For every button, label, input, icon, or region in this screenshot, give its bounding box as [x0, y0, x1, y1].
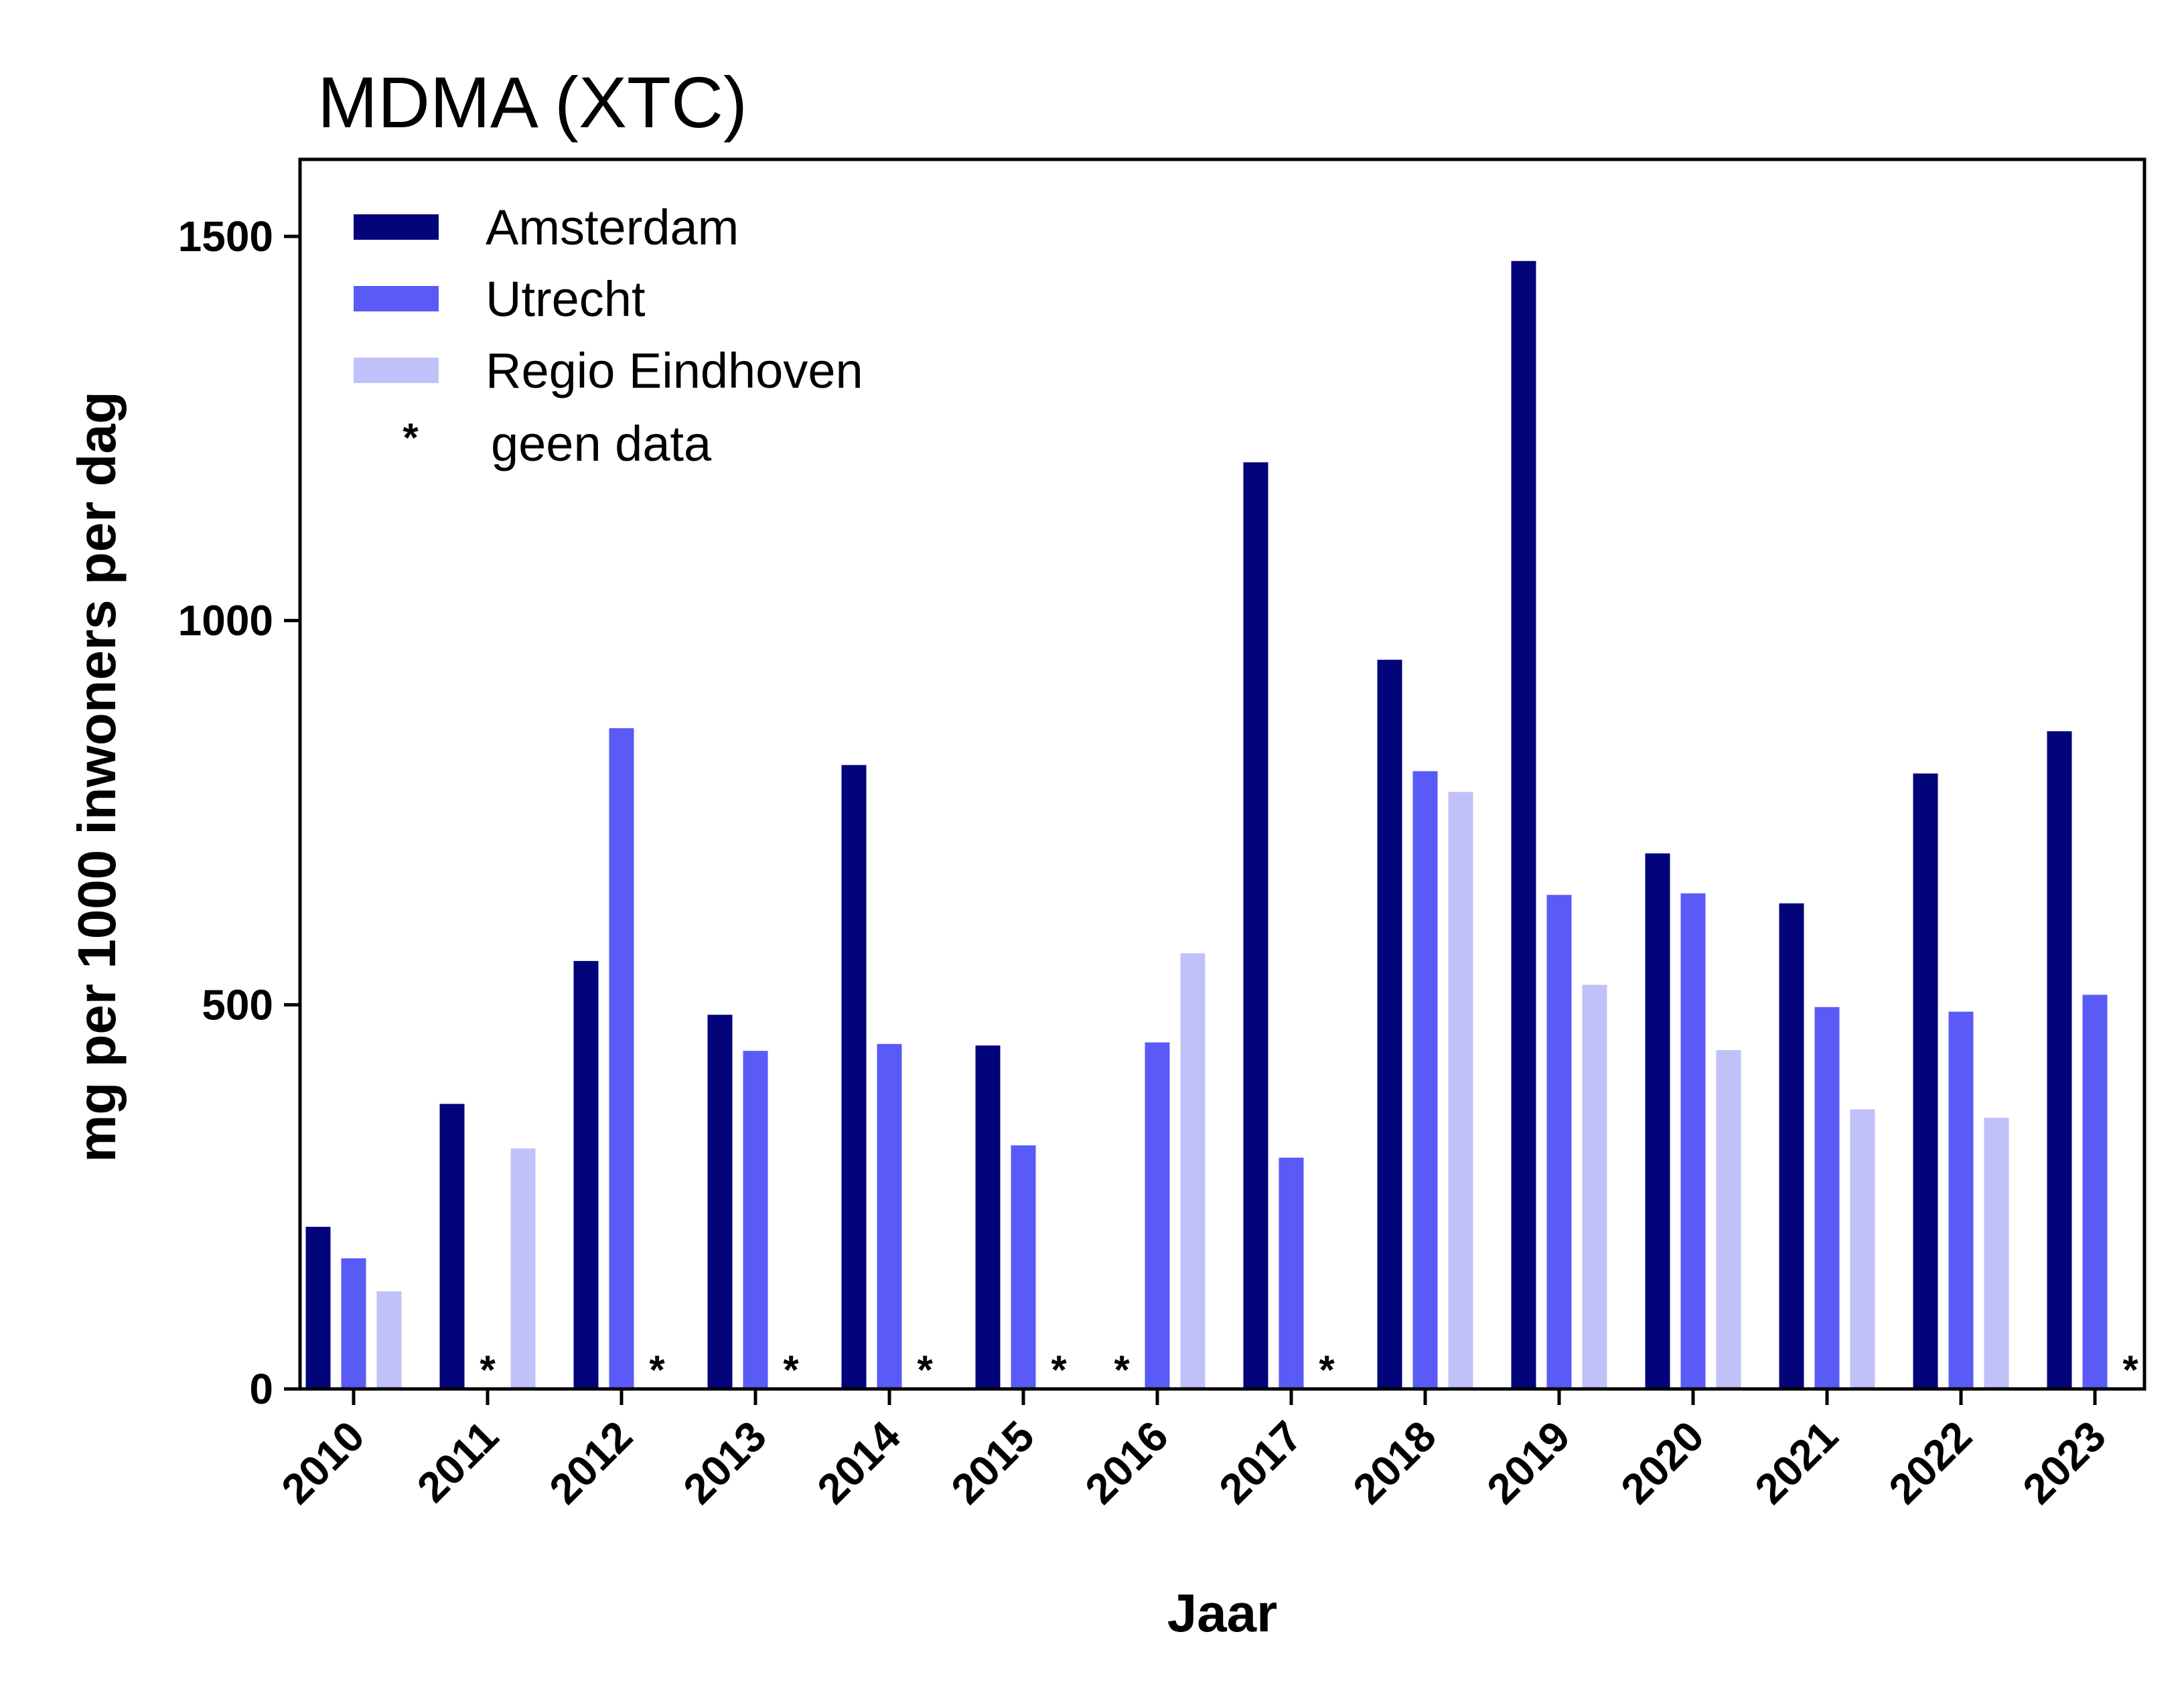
bar-amsterdam: [975, 1045, 1001, 1389]
x-tick-label: 2017: [1210, 1412, 1311, 1514]
x-tick-label: 2011: [408, 1412, 508, 1512]
bar-regio-eindhoven: [510, 1148, 536, 1389]
bar-amsterdam: [573, 960, 599, 1389]
bar-utrecht: [341, 1258, 366, 1389]
bar-utrecht: [1145, 1042, 1170, 1389]
bar-utrecht: [1011, 1145, 1036, 1389]
bar-utrecht: [1279, 1157, 1304, 1389]
bar-regio-eindhoven: [1582, 984, 1607, 1389]
y-tick-label: 1000: [178, 597, 273, 645]
bar-utrecht: [1546, 895, 1572, 1389]
no-data-marker: *: [480, 1347, 496, 1392]
bar-amsterdam: [1645, 853, 1670, 1389]
bar-regio-eindhoven: [1984, 1117, 2009, 1389]
bar-utrecht: [743, 1051, 768, 1389]
bar-amsterdam: [707, 1015, 733, 1389]
bar-amsterdam: [1377, 660, 1402, 1389]
no-data-marker: *: [649, 1347, 665, 1392]
x-tick-label: 2014: [808, 1412, 909, 1514]
bar-amsterdam: [841, 765, 867, 1389]
no-data-marker: *: [783, 1347, 799, 1392]
bars: [305, 261, 2108, 1390]
bar-utrecht: [1814, 1007, 1840, 1389]
bar-utrecht: [2082, 994, 2108, 1389]
y-axis-label: mg per 1000 inwoners per dag: [67, 391, 127, 1162]
x-tick-label: 2012: [540, 1412, 642, 1514]
legend-label: Regio Eindhoven: [486, 343, 863, 398]
legend-swatch: [354, 214, 439, 240]
y-axis: 0 500 1000 1500: [178, 159, 302, 1413]
x-tick-label: 2010: [272, 1412, 374, 1514]
bar-amsterdam: [305, 1226, 331, 1389]
legend-no-data-symbol: *: [403, 415, 419, 460]
bar-amsterdam: [439, 1104, 465, 1389]
legend: Amsterdam Utrecht Regio Eindhoven * geen dat…: [354, 200, 863, 471]
bar-amsterdam: [1779, 903, 1804, 1389]
legend-no-data-label: geen data: [491, 416, 712, 471]
no-data-marker: *: [1114, 1347, 1130, 1392]
y-tick-label: 1500: [178, 212, 273, 261]
x-axis-label: Jaar: [1167, 1583, 1278, 1643]
bar-utrecht: [1680, 893, 1706, 1389]
x-axis: 2010 2011 2012 2013 2014 2015 2016 2017 2018 2019…: [272, 1387, 2144, 1514]
no-data-marker: *: [2122, 1347, 2138, 1392]
bar-utrecht: [877, 1043, 902, 1389]
x-tick-label: 2015: [942, 1412, 1043, 1514]
bar-amsterdam: [2047, 731, 2072, 1389]
x-tick-label: 2021: [1745, 1412, 1847, 1514]
x-tick-label: 2018: [1343, 1412, 1445, 1514]
no-data-marker: *: [1051, 1347, 1067, 1392]
legend-label: Utrecht: [486, 271, 646, 327]
bar-amsterdam: [1913, 773, 1938, 1389]
bar-regio-eindhoven: [376, 1291, 402, 1389]
bar-regio-eindhoven: [1850, 1109, 1875, 1389]
legend-swatch: [354, 358, 439, 383]
x-tick-label: 2013: [674, 1412, 776, 1514]
x-tick-label: 2020: [1611, 1412, 1713, 1514]
no-data-marker: *: [1319, 1347, 1335, 1392]
legend-swatch: [354, 286, 439, 311]
no-data-marker: *: [917, 1347, 933, 1392]
chart-title: MDMA (XTC): [317, 62, 747, 143]
x-tick-label: 2023: [2013, 1412, 2115, 1514]
x-tick-label: 2016: [1076, 1412, 1177, 1514]
bar-utrecht: [1948, 1011, 1974, 1389]
no-data-markers: * * * * * * * *: [480, 1347, 2138, 1392]
y-tick-label: 500: [202, 980, 273, 1029]
y-tick-label: 0: [249, 1365, 273, 1413]
x-tick-label: 2019: [1477, 1412, 1579, 1514]
bar-utrecht: [609, 728, 634, 1389]
bar-regio-eindhoven: [1716, 1050, 1741, 1389]
bar-regio-eindhoven: [1180, 953, 1206, 1389]
legend-label: Amsterdam: [486, 200, 739, 255]
bar-amsterdam: [1511, 261, 1536, 1390]
bar-utrecht: [1412, 771, 1438, 1389]
bar-regio-eindhoven: [1448, 792, 1473, 1389]
bar-amsterdam: [1243, 462, 1268, 1390]
x-tick-label: 2022: [1879, 1412, 1981, 1514]
